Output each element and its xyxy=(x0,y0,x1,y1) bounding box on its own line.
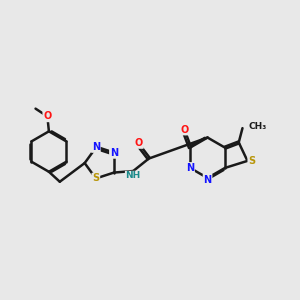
Text: O: O xyxy=(181,124,189,135)
Text: S: S xyxy=(92,173,99,183)
Text: NH: NH xyxy=(126,172,141,181)
Text: N: N xyxy=(203,175,211,184)
Text: O: O xyxy=(43,111,52,122)
Text: N: N xyxy=(186,163,194,173)
Text: S: S xyxy=(248,156,255,166)
Text: N: N xyxy=(92,142,100,152)
Text: O: O xyxy=(135,138,143,148)
Text: CH₃: CH₃ xyxy=(248,122,266,131)
Text: N: N xyxy=(110,148,118,158)
